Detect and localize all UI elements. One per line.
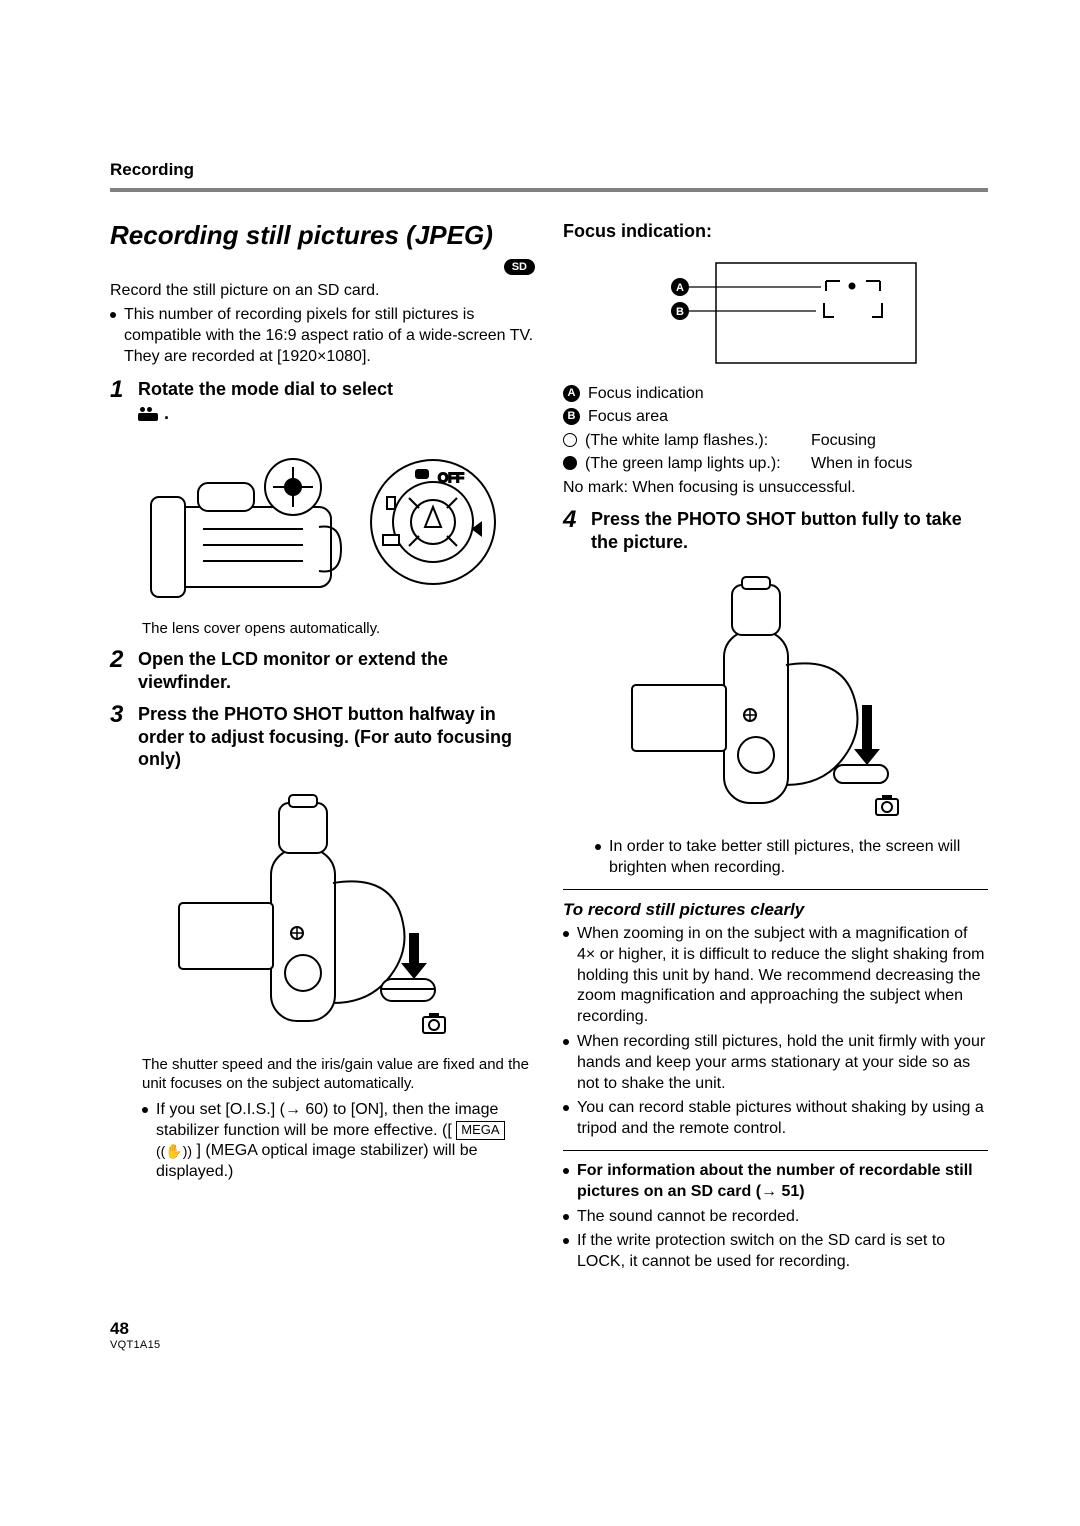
svg-text:OFF: OFF	[438, 470, 464, 485]
step-number-1: 1	[110, 378, 128, 425]
mega-badge: MEGA	[456, 1121, 504, 1140]
note-1: The sound cannot be recorded.	[563, 1207, 988, 1228]
step-4: 4 Press the PHOTO SHOT button fully to t…	[563, 508, 988, 553]
step-3-text: Press the PHOTO SHOT button halfway in o…	[138, 703, 535, 771]
right-column: Focus indication: A B	[563, 220, 988, 1279]
legend-green-text: (The green lamp lights up.):	[585, 453, 803, 475]
step-1-suffix: .	[164, 402, 169, 425]
step-1: 1 Rotate the mode dial to select .	[110, 378, 535, 425]
section-rule	[110, 188, 988, 192]
legend-solid-circle-icon	[563, 456, 577, 470]
note-2: If the write protection switch on the SD…	[563, 1231, 988, 1273]
mode-dial-icon	[138, 407, 158, 421]
step-4-text: Press the PHOTO SHOT button fully to tak…	[591, 508, 988, 553]
doc-code: VQT1A15	[110, 1339, 988, 1351]
legend-b-text: Focus area	[588, 406, 668, 428]
step-1-text: Rotate the mode dial to select	[138, 378, 393, 401]
legend-a-text: Focus indication	[588, 383, 704, 405]
step-1-illustration: OFF	[110, 437, 535, 607]
svg-text:A: A	[676, 282, 684, 294]
step-number-3: 3	[110, 703, 128, 771]
step-3-illustration	[110, 783, 535, 1043]
legend-marker-a: A	[563, 385, 580, 402]
ois-icon: ((✋))	[156, 1143, 192, 1159]
svg-text:B: B	[676, 306, 684, 318]
step-4-bullet: In order to take better still pictures, …	[595, 837, 988, 879]
step-number-2: 2	[110, 648, 128, 693]
legend-open-circle-icon	[563, 433, 577, 447]
page-number: 48	[110, 1319, 988, 1339]
tip-1: When zooming in on the subject with a ma…	[563, 924, 988, 1028]
focus-heading: Focus indication:	[563, 220, 988, 243]
divider-2	[563, 1150, 988, 1151]
focus-diagram: A B	[563, 253, 988, 373]
step-1-caption: The lens cover opens automatically.	[110, 619, 535, 639]
two-column-layout: Recording still pictures (JPEG) SD Recor…	[110, 220, 988, 1279]
legend-white-result: Focusing	[811, 430, 876, 452]
step-4-illustration	[563, 565, 988, 825]
step-3-caption: The shutter speed and the iris/gain valu…	[110, 1055, 535, 1094]
sd-badge-row: SD	[110, 257, 535, 275]
page-title: Recording still pictures (JPEG)	[110, 220, 535, 251]
left-column: Recording still pictures (JPEG) SD Recor…	[110, 220, 535, 1279]
intro-bullet: This number of recording pixels for stil…	[110, 305, 535, 367]
step-2: 2 Open the LCD monitor or extend the vie…	[110, 648, 535, 693]
step-2-text: Open the LCD monitor or extend the viewf…	[138, 648, 535, 693]
intro-block: Record the still picture on an SD card. …	[110, 281, 535, 368]
step-3-bullet: If you set [O.I.S.] (→ 60) to [ON], then…	[142, 1100, 535, 1183]
legend-white-text: (The white lamp flashes.):	[585, 430, 803, 452]
tip-3: You can record stable pictures without s…	[563, 1098, 988, 1140]
focus-legend: A Focus indication B Focus area (The white…	[563, 383, 988, 499]
page-footer: 48 VQT1A15	[110, 1319, 988, 1351]
legend-green-result: When in focus	[811, 453, 912, 475]
divider-1	[563, 889, 988, 890]
intro-text: Record the still picture on an SD card.	[110, 281, 535, 302]
manual-page: Recording Recording still pictures (JPEG…	[0, 0, 1080, 1411]
sd-badge: SD	[504, 259, 535, 275]
legend-nomark: No mark: When focusing is unsuccessful.	[563, 477, 856, 499]
legend-marker-b: B	[563, 408, 580, 425]
step-number-4: 4	[563, 508, 581, 553]
info-bold: For information about the number of reco…	[563, 1161, 988, 1203]
tips-heading: To record still pictures clearly	[563, 900, 988, 920]
step-3: 3 Press the PHOTO SHOT button halfway in…	[110, 703, 535, 771]
section-header: Recording	[110, 160, 988, 180]
tip-2: When recording still pictures, hold the …	[563, 1032, 988, 1094]
